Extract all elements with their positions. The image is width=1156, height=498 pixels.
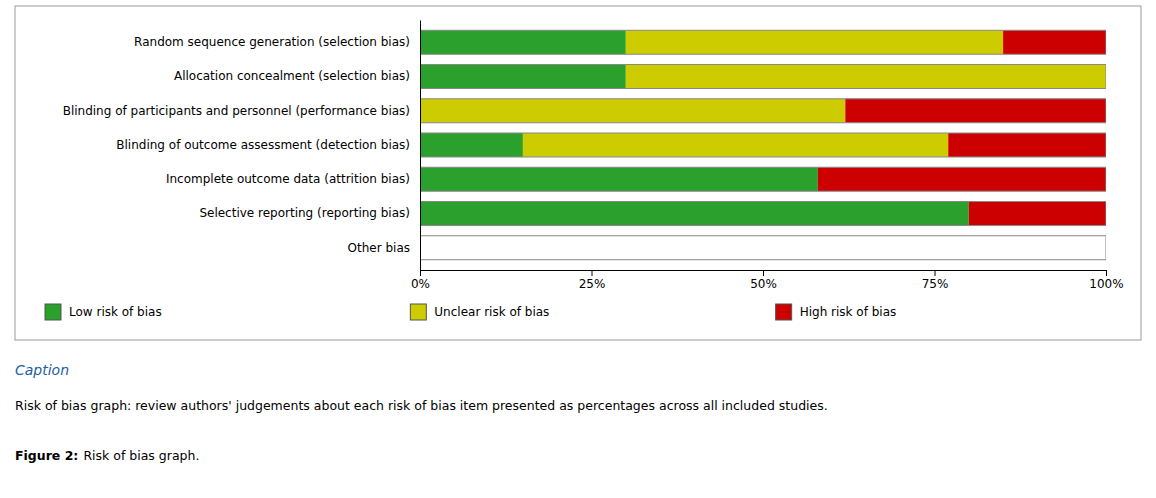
y-tick-label: Other bias xyxy=(348,241,410,255)
x-tick: 75% xyxy=(922,270,949,291)
bar-backgrounds xyxy=(420,30,1106,259)
bar-outline xyxy=(420,65,1106,89)
legend: Low risk of bias Unclear risk of bias High… xyxy=(45,304,896,320)
bar-outline xyxy=(420,236,1106,260)
bar-background xyxy=(420,65,1106,89)
x-tick-label: 0% xyxy=(411,277,430,291)
y-tick: Incomplete outcome data (attrition bias) xyxy=(166,172,420,186)
legend-swatch xyxy=(45,304,61,320)
figure-line: Figure 2: Risk of bias graph. xyxy=(15,448,199,463)
y-tick-label: Selective reporting (reporting bias) xyxy=(199,206,410,220)
bar-segment xyxy=(420,30,626,54)
y-tick-label: Blinding of participants and personnel (… xyxy=(63,104,410,118)
x-tick-mark xyxy=(763,270,764,276)
annotations: Caption Risk of bias graph: review author… xyxy=(15,362,828,463)
y-tick: Random sequence generation (selection bi… xyxy=(134,35,420,49)
bar-outline xyxy=(420,167,1106,191)
bar-outline xyxy=(420,30,1106,54)
bar-background xyxy=(420,133,1106,157)
bar-background xyxy=(420,99,1106,123)
series xyxy=(420,30,969,225)
y-tick-label: Allocation concealment (selection bias) xyxy=(174,69,410,83)
bar-segment xyxy=(420,202,969,226)
y-axis: Random sequence generation (selection bi… xyxy=(63,21,421,271)
bar-background xyxy=(420,202,1106,226)
series xyxy=(420,30,1106,157)
bar-background xyxy=(420,30,1106,54)
series xyxy=(818,30,1106,225)
bar-segment xyxy=(420,167,818,191)
y-axis-line xyxy=(420,21,421,271)
legend-item: Low risk of bias xyxy=(45,304,162,320)
y-tick: Other bias xyxy=(348,241,420,255)
description: Risk of bias graph: review authors' judg… xyxy=(15,398,828,413)
x-tick-mark xyxy=(420,270,421,276)
legend-item: High risk of bias xyxy=(776,304,897,320)
bar-segment xyxy=(523,133,948,157)
bar-outline xyxy=(420,99,1106,123)
legend-swatch xyxy=(776,304,792,320)
x-tick: 100% xyxy=(1089,270,1123,291)
figure-text: Risk of bias graph. xyxy=(83,448,199,463)
legend-label: Unclear risk of bias xyxy=(434,305,549,319)
x-tick-mark xyxy=(592,270,593,276)
x-axis-line xyxy=(421,271,1107,277)
legend-swatch xyxy=(410,304,426,320)
x-tick-mark xyxy=(1106,270,1107,276)
x-tick: 0% xyxy=(411,270,430,291)
y-tick: Blinding of outcome assessment (detectio… xyxy=(116,138,420,152)
bar-background xyxy=(420,236,1106,260)
x-tick: 50% xyxy=(750,270,777,291)
legend-item: Unclear risk of bias xyxy=(410,304,549,320)
bar-segment xyxy=(626,65,1106,89)
legend-label: High risk of bias xyxy=(800,305,897,319)
bar-segment xyxy=(948,133,1106,157)
bar-segment xyxy=(420,99,845,123)
bar-segment xyxy=(420,133,523,157)
bar-outline xyxy=(420,202,1106,226)
bar-segment xyxy=(626,30,1003,54)
x-tick-label: 50% xyxy=(750,277,777,291)
y-tick-label: Blinding of outcome assessment (detectio… xyxy=(116,138,410,152)
bar-outline xyxy=(420,133,1106,157)
x-tick: 25% xyxy=(579,270,606,291)
chart-box xyxy=(15,6,1141,340)
y-tick: Selective reporting (reporting bias) xyxy=(199,206,420,220)
bar-segment xyxy=(969,202,1106,226)
figure-label: Figure 2: xyxy=(15,448,78,463)
bar-segment xyxy=(818,167,1106,191)
x-tick-label: 25% xyxy=(579,277,606,291)
y-tick-label: Random sequence generation (selection bi… xyxy=(134,35,410,49)
bar-outlines xyxy=(420,30,1106,259)
bar-segment xyxy=(1003,30,1106,54)
legend-label: Low risk of bias xyxy=(69,305,162,319)
chart: 0% 25% 50% 75% 100% Random sequence generatio… xyxy=(0,0,1156,498)
y-tick: Blinding of participants and personnel (… xyxy=(63,104,420,118)
bars xyxy=(420,30,1106,259)
x-tick-mark xyxy=(935,270,936,276)
y-tick: Allocation concealment (selection bias) xyxy=(174,69,420,83)
y-tick-label: Incomplete outcome data (attrition bias) xyxy=(166,172,410,186)
bar-segment xyxy=(420,65,626,89)
x-tick-label: 100% xyxy=(1089,277,1123,291)
x-tick-label: 75% xyxy=(922,277,949,291)
bar-segment xyxy=(845,99,1106,123)
caption: Caption xyxy=(15,362,69,378)
bar-background xyxy=(420,167,1106,191)
x-axis: 0% 25% 50% 75% 100% xyxy=(411,270,1124,291)
